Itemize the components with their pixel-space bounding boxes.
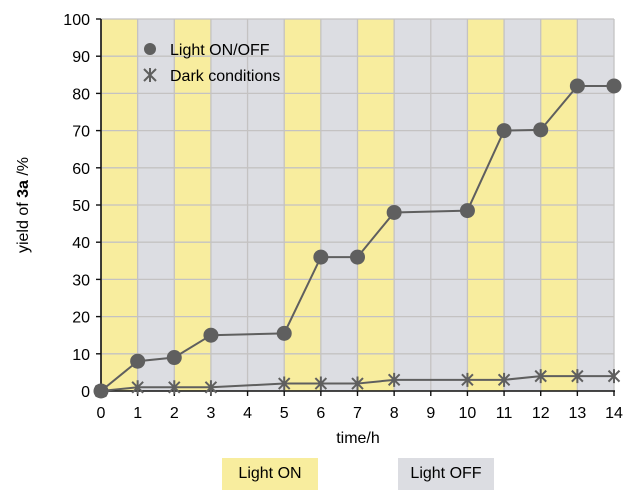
data-point-asterisk — [607, 369, 621, 384]
y-tick-label: 10 — [72, 347, 90, 364]
y-axis-title: yield of 3a /% — [15, 157, 32, 253]
x-tick-label: 7 — [353, 405, 362, 422]
y-tick-label: 70 — [72, 124, 90, 141]
legend-label-light-on-off: Light ON/OFF — [170, 42, 270, 59]
y-tick-label: 50 — [72, 198, 90, 215]
data-point-circle — [386, 204, 402, 220]
y-tick-label: 40 — [72, 235, 90, 252]
x-tick-label: 1 — [133, 405, 142, 422]
data-point-circle — [606, 78, 622, 94]
x-axis-title: time/h — [336, 430, 380, 447]
data-point-circle — [313, 249, 329, 265]
data-point-circle — [130, 353, 146, 369]
series-1 — [94, 369, 621, 398]
data-point-asterisk — [571, 369, 584, 384]
y-axis-title-compound: 3a — [15, 180, 32, 198]
data-point-asterisk — [168, 380, 181, 395]
y-axis-title-suffix: /% — [15, 157, 32, 180]
y-tick-label: 20 — [72, 310, 90, 327]
x-tick-label: 14 — [605, 405, 623, 422]
data-point-circle — [533, 122, 549, 138]
x-tick-label: 2 — [170, 405, 179, 422]
legend-circle-marker — [144, 43, 156, 55]
y-axis-title-prefix: yield of — [15, 198, 32, 253]
data-point-asterisk — [497, 372, 511, 387]
data-point-circle — [496, 123, 512, 139]
y-tick-label: 0 — [81, 384, 90, 401]
y-tick-label: 90 — [72, 49, 90, 66]
y-tick-label: 80 — [72, 86, 90, 103]
x-tick-label: 13 — [568, 405, 586, 422]
x-tick-label: 9 — [426, 405, 435, 422]
x-tick-label: 11 — [496, 405, 513, 422]
data-point-circle — [203, 327, 219, 343]
data-point-asterisk — [351, 376, 364, 391]
x-tick-label: 0 — [97, 405, 106, 422]
data-point-asterisk — [387, 372, 401, 387]
data-point-circle — [350, 249, 365, 265]
data-point-asterisk — [461, 372, 474, 387]
x-tick-label: 10 — [459, 405, 477, 422]
x-tick-label: 3 — [206, 405, 215, 422]
legend-light-on-label: Light ON — [238, 465, 302, 482]
data-point-asterisk — [534, 369, 547, 384]
tick-labels: 0 1 2 3 4 5 6 7 8 9 10 11 12 13 1401020304050607080901… — [63, 12, 623, 422]
data-point-circle — [276, 325, 292, 341]
data-point-circle — [459, 203, 475, 219]
grid — [100, 18, 615, 392]
legend: Light ON/OFF Dark conditions — [143, 42, 280, 85]
data-point-asterisk — [314, 376, 328, 391]
series — [93, 78, 622, 399]
legend-light-off-swatch: Light OFF — [398, 458, 494, 490]
axes — [96, 18, 615, 396]
data-point-circle — [569, 78, 585, 94]
y-tick-label: 100 — [63, 12, 90, 29]
data-point-asterisk — [131, 380, 144, 395]
legend-light-on-swatch: Light ON — [222, 458, 318, 490]
legend-light-off-label: Light OFF — [410, 465, 482, 482]
data-point-circle — [166, 350, 182, 366]
data-point-asterisk — [94, 384, 108, 398]
y-tick-label: 30 — [72, 272, 90, 289]
data-point-asterisk — [204, 380, 218, 395]
x-tick-label: 4 — [243, 405, 252, 422]
legend-label-dark-conditions: Dark conditions — [170, 68, 280, 85]
y-tick-label: 60 — [72, 161, 90, 178]
x-tick-label: 8 — [390, 405, 399, 422]
x-tick-label: 12 — [532, 405, 550, 422]
data-point-asterisk — [278, 376, 291, 391]
x-tick-label: 6 — [316, 405, 325, 422]
series-0 — [93, 78, 622, 399]
x-tick-label: 5 — [280, 405, 289, 422]
legend-asterisk-marker — [143, 68, 157, 82]
